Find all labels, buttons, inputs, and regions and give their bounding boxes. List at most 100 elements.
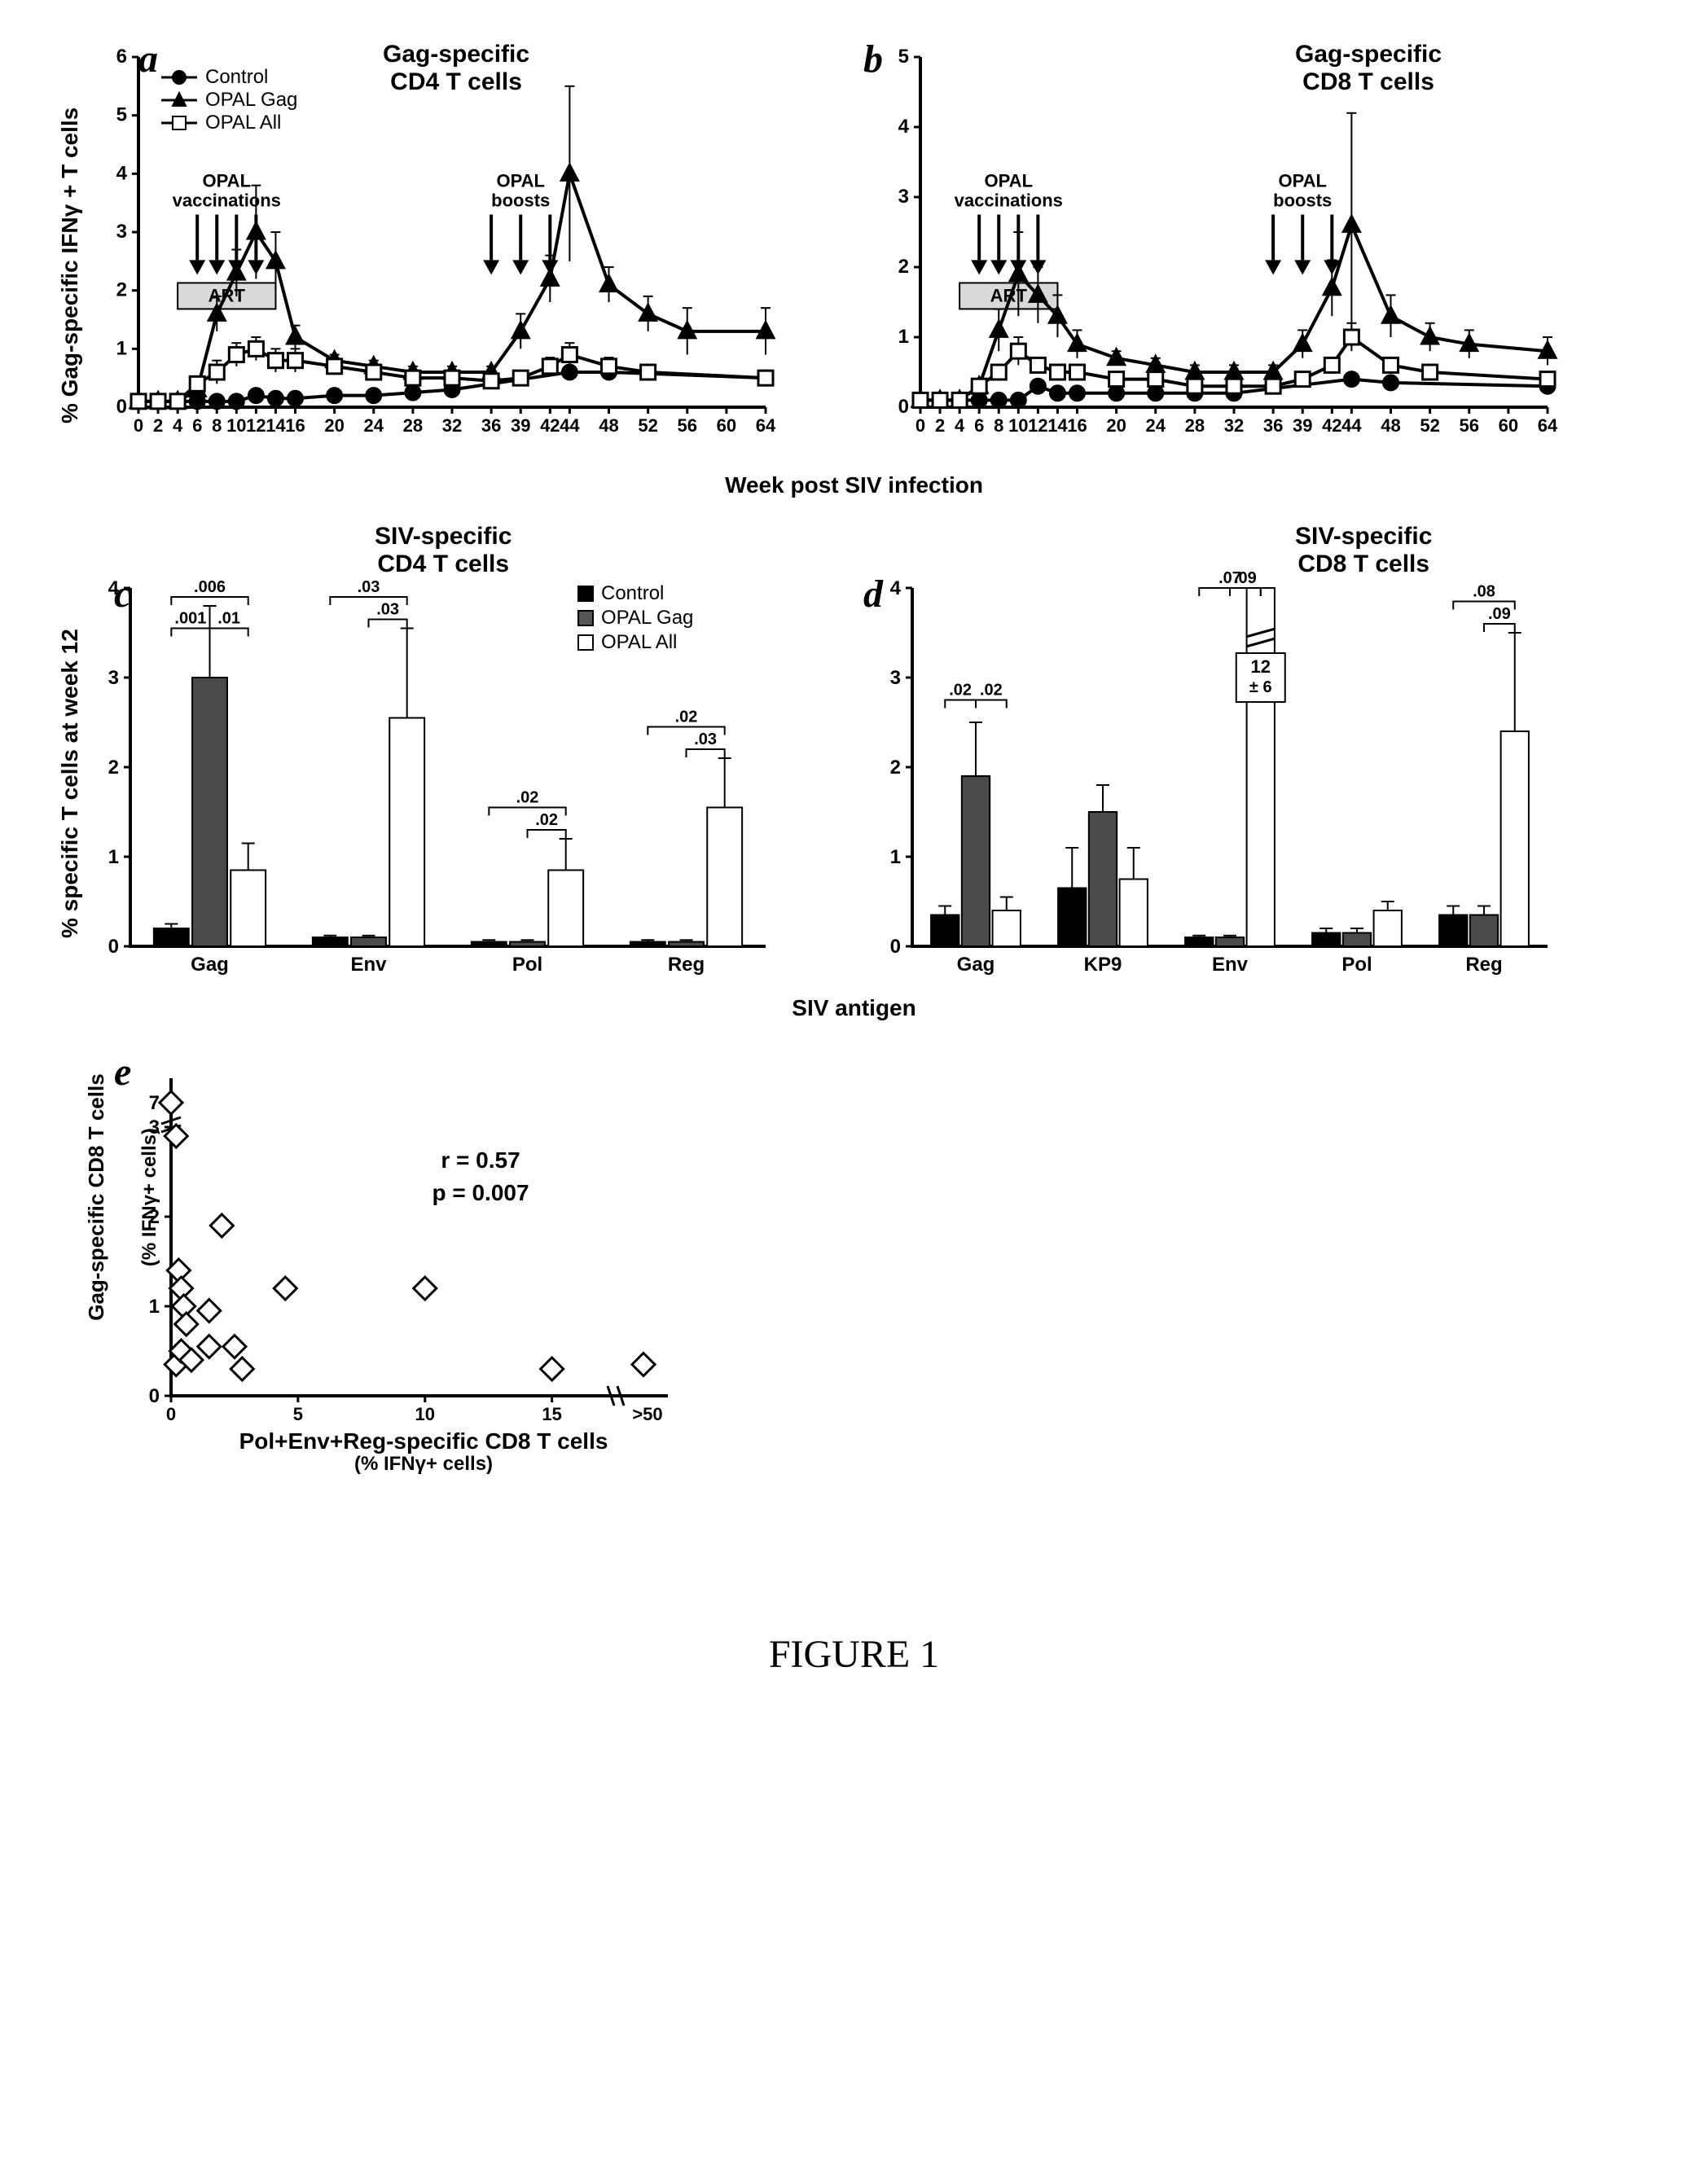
svg-text:0: 0 bbox=[108, 936, 119, 958]
xaxis-label-ab: Week post SIV infection bbox=[33, 472, 1675, 498]
svg-text:6: 6 bbox=[192, 415, 202, 436]
svg-text:42: 42 bbox=[1322, 415, 1341, 436]
svg-text:OPAL Gag: OPAL Gag bbox=[601, 607, 693, 629]
svg-text:4: 4 bbox=[898, 116, 910, 138]
svg-text:Reg: Reg bbox=[1465, 954, 1502, 976]
svg-text:14: 14 bbox=[266, 415, 286, 436]
panel-d-svg: 01234GagKP9EnvPolReg12± 6.02.02.07.09.08… bbox=[814, 523, 1564, 979]
svg-text:52: 52 bbox=[1420, 415, 1439, 436]
svg-text:OPAL: OPAL bbox=[203, 171, 251, 191]
svg-text:OPAL All: OPAL All bbox=[601, 631, 677, 653]
svg-text:12: 12 bbox=[1251, 656, 1271, 677]
panel-e: e Gag-specific CD8 T cells (% IFNγ+ cell… bbox=[33, 1046, 782, 1469]
svg-text:0: 0 bbox=[890, 936, 901, 958]
svg-text:15: 15 bbox=[542, 1404, 561, 1424]
svg-text:4: 4 bbox=[173, 415, 183, 436]
svg-text:3: 3 bbox=[898, 186, 909, 208]
svg-text:6: 6 bbox=[974, 415, 984, 436]
panel-a: a % Gag-specific IFNγ + T cells Gag-spec… bbox=[33, 33, 782, 456]
svg-text:p = 0.007: p = 0.007 bbox=[432, 1180, 529, 1205]
svg-text:10: 10 bbox=[1008, 415, 1028, 436]
svg-text:64: 64 bbox=[1538, 415, 1558, 436]
panel-a-ylabel: % Gag-specific IFNγ + T cells bbox=[57, 107, 83, 423]
svg-text:3: 3 bbox=[108, 667, 119, 689]
svg-text:.001: .001 bbox=[174, 610, 206, 628]
panel-c-ylabel: % specific T cells at week 12 bbox=[57, 629, 83, 938]
svg-text:boosts: boosts bbox=[1273, 191, 1332, 211]
svg-text:0: 0 bbox=[134, 415, 143, 436]
svg-text:0: 0 bbox=[116, 396, 127, 418]
svg-text:52: 52 bbox=[638, 415, 657, 436]
panel-c-title: SIV-specific CD4 T cells bbox=[375, 523, 512, 578]
svg-text:OPAL Gag: OPAL Gag bbox=[205, 89, 297, 111]
row-cd: c SIV-specific CD4 T cells % specific T … bbox=[33, 523, 1675, 979]
svg-text:39: 39 bbox=[511, 415, 530, 436]
svg-text:Env: Env bbox=[1212, 954, 1249, 976]
svg-text:>50: >50 bbox=[632, 1404, 662, 1424]
svg-text:.03: .03 bbox=[694, 730, 717, 748]
panel-c-label: c bbox=[114, 572, 131, 616]
svg-text:Gag: Gag bbox=[957, 954, 995, 976]
svg-text:0: 0 bbox=[149, 1385, 160, 1407]
xaxis-label-cd: SIV antigen bbox=[33, 995, 1675, 1021]
svg-text:.006: .006 bbox=[194, 578, 226, 596]
panel-c-svg: 01234GagEnvPolReg.006.001.01.03.03.02.02… bbox=[33, 523, 782, 979]
svg-text:2: 2 bbox=[898, 256, 909, 278]
svg-text:OPAL All: OPAL All bbox=[205, 112, 281, 134]
svg-text:.02: .02 bbox=[980, 682, 1003, 700]
svg-text:42: 42 bbox=[540, 415, 560, 436]
panel-e-ylabel-line2: (% IFNγ+ cells) bbox=[138, 1128, 160, 1266]
figure-container: a % Gag-specific IFNγ + T cells Gag-spec… bbox=[33, 33, 1675, 1677]
svg-text:± 6: ± 6 bbox=[1249, 678, 1272, 696]
svg-text:3: 3 bbox=[890, 667, 901, 689]
svg-text:56: 56 bbox=[678, 415, 697, 436]
panel-d-label: d bbox=[863, 572, 883, 616]
svg-text:36: 36 bbox=[481, 415, 501, 436]
svg-text:1: 1 bbox=[116, 337, 127, 359]
svg-text:48: 48 bbox=[599, 415, 618, 436]
svg-text:2: 2 bbox=[116, 279, 127, 301]
svg-text:14: 14 bbox=[1047, 415, 1068, 436]
panel-e-ylabel: Gag-specific CD8 T cells (% IFNγ+ cells) bbox=[57, 1073, 187, 1371]
row-ab: a % Gag-specific IFNγ + T cells Gag-spec… bbox=[33, 33, 1675, 456]
svg-text:3: 3 bbox=[116, 221, 127, 243]
svg-text:boosts: boosts bbox=[491, 191, 550, 211]
svg-text:24: 24 bbox=[1146, 415, 1166, 436]
svg-text:5: 5 bbox=[293, 1404, 303, 1424]
svg-text:2: 2 bbox=[890, 757, 901, 779]
svg-text:r = 0.57: r = 0.57 bbox=[441, 1147, 520, 1173]
svg-text:.02: .02 bbox=[949, 682, 972, 700]
panel-b-label: b bbox=[863, 37, 883, 81]
panel-a-svg: 0123456024681012141620242832363942444852… bbox=[33, 33, 782, 456]
svg-text:Env: Env bbox=[350, 954, 387, 976]
svg-text:39: 39 bbox=[1293, 415, 1312, 436]
svg-text:.03: .03 bbox=[358, 578, 380, 596]
svg-text:Control: Control bbox=[205, 66, 268, 88]
svg-text:10: 10 bbox=[226, 415, 246, 436]
svg-text:4: 4 bbox=[890, 577, 902, 599]
svg-text:1: 1 bbox=[890, 846, 901, 868]
svg-text:KP9: KP9 bbox=[1084, 954, 1122, 976]
svg-text:Reg: Reg bbox=[668, 954, 705, 976]
panel-d: d SIV-specific CD8 T cells 01234GagKP9En… bbox=[814, 523, 1564, 979]
svg-text:32: 32 bbox=[1224, 415, 1244, 436]
svg-text:Control: Control bbox=[601, 582, 664, 604]
svg-text:OPAL: OPAL bbox=[496, 171, 544, 191]
svg-text:5: 5 bbox=[898, 46, 909, 68]
svg-text:16: 16 bbox=[285, 415, 305, 436]
panel-e-xlabel: Pol+Env+Reg-specific CD8 T cells bbox=[220, 1428, 627, 1454]
panel-a-title: Gag-specific CD4 T cells bbox=[383, 41, 529, 96]
svg-text:0: 0 bbox=[915, 415, 925, 436]
svg-text:Gag: Gag bbox=[191, 954, 229, 976]
panel-b-title: Gag-specific CD8 T cells bbox=[1295, 41, 1442, 96]
svg-text:8: 8 bbox=[212, 415, 222, 436]
panel-c: c SIV-specific CD4 T cells % specific T … bbox=[33, 523, 782, 979]
svg-text:4: 4 bbox=[955, 415, 965, 436]
svg-text:0: 0 bbox=[166, 1404, 176, 1424]
svg-text:60: 60 bbox=[717, 415, 736, 436]
row-e: e Gag-specific CD8 T cells (% IFNγ+ cell… bbox=[33, 1046, 1675, 1469]
svg-text:1: 1 bbox=[108, 846, 119, 868]
svg-text:64: 64 bbox=[756, 415, 776, 436]
svg-text:Pol: Pol bbox=[512, 954, 542, 976]
svg-text:20: 20 bbox=[1106, 415, 1126, 436]
